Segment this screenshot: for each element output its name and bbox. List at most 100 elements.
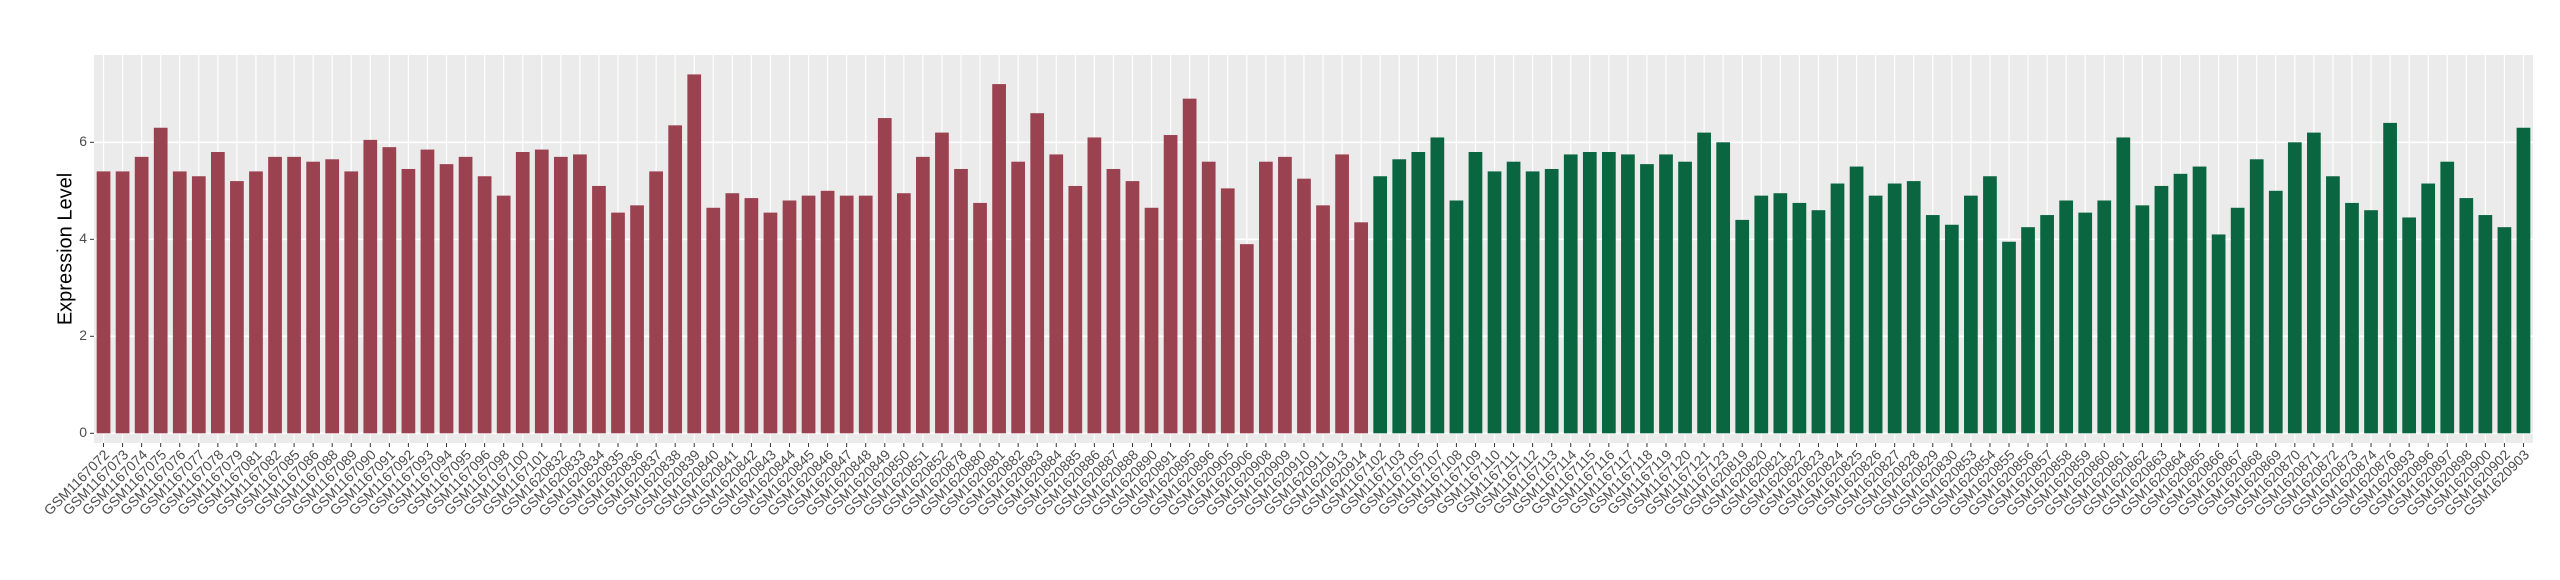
bar bbox=[1392, 159, 1407, 434]
y-axis-title: Expression Level bbox=[54, 173, 76, 325]
bar bbox=[935, 132, 949, 434]
bar bbox=[896, 193, 911, 434]
bar bbox=[325, 159, 340, 434]
bar bbox=[1983, 176, 1997, 434]
bar bbox=[725, 193, 740, 434]
bar bbox=[2249, 159, 2264, 434]
bar bbox=[1354, 222, 1368, 434]
bar bbox=[2230, 207, 2245, 434]
bar bbox=[1087, 137, 1102, 434]
bar bbox=[2421, 183, 2436, 434]
bar bbox=[1563, 154, 1578, 434]
bar bbox=[2192, 166, 2207, 434]
bar bbox=[2135, 205, 2150, 434]
bar bbox=[2078, 212, 2093, 434]
bar bbox=[858, 195, 873, 434]
bar bbox=[2173, 173, 2188, 434]
bar bbox=[687, 74, 702, 434]
bar bbox=[839, 195, 854, 434]
bar bbox=[1506, 161, 1521, 434]
bar bbox=[287, 156, 301, 434]
bar bbox=[1468, 152, 1483, 434]
bar bbox=[210, 152, 225, 434]
bar bbox=[1125, 181, 1140, 434]
bar bbox=[477, 176, 492, 434]
bar bbox=[916, 156, 930, 434]
bar bbox=[306, 161, 320, 434]
bar bbox=[1925, 215, 1940, 434]
bar bbox=[1335, 154, 1349, 434]
bar bbox=[363, 139, 378, 434]
bar bbox=[1182, 98, 1197, 434]
bar bbox=[763, 212, 778, 434]
bar bbox=[2326, 176, 2340, 434]
bar bbox=[630, 205, 644, 434]
bar bbox=[458, 156, 473, 434]
bar bbox=[877, 118, 892, 434]
bar bbox=[954, 168, 968, 434]
bar bbox=[553, 156, 568, 434]
bar bbox=[2459, 198, 2474, 434]
bar bbox=[496, 195, 511, 434]
bar bbox=[1659, 154, 1673, 434]
bar bbox=[820, 190, 835, 434]
bar bbox=[744, 198, 759, 434]
bar bbox=[1220, 188, 1235, 434]
bar bbox=[268, 156, 282, 434]
bar bbox=[1430, 137, 1445, 434]
bar bbox=[1373, 176, 1388, 434]
bar bbox=[2097, 200, 2112, 434]
bar bbox=[573, 154, 587, 434]
bar bbox=[1487, 171, 1502, 434]
bar bbox=[191, 176, 206, 434]
bar bbox=[1582, 152, 1597, 434]
bar bbox=[1830, 183, 1845, 434]
bar bbox=[439, 164, 454, 434]
bar bbox=[2497, 227, 2512, 434]
bar bbox=[1906, 181, 1921, 434]
bar bbox=[1964, 195, 1978, 434]
bar bbox=[420, 149, 435, 434]
bar bbox=[401, 168, 416, 434]
bar bbox=[1525, 171, 1540, 434]
bar bbox=[973, 202, 987, 434]
bar bbox=[1792, 202, 1807, 434]
bar bbox=[153, 127, 168, 434]
bar bbox=[2059, 200, 2074, 434]
y-tick-label: 4 bbox=[79, 230, 87, 246]
bar bbox=[2040, 215, 2054, 434]
bar bbox=[782, 200, 797, 434]
bar bbox=[1163, 135, 1178, 434]
bar bbox=[1716, 142, 1731, 434]
bar bbox=[172, 171, 187, 434]
bar bbox=[2364, 210, 2378, 434]
bar bbox=[382, 147, 397, 434]
bar bbox=[2268, 190, 2283, 434]
bar bbox=[1259, 161, 1273, 434]
bar bbox=[1678, 161, 1692, 434]
bar bbox=[592, 185, 606, 434]
bar bbox=[344, 171, 359, 434]
bar bbox=[134, 156, 149, 434]
bar bbox=[96, 171, 111, 434]
bar bbox=[230, 181, 244, 434]
bar bbox=[1640, 164, 1654, 434]
bar bbox=[2307, 132, 2321, 434]
bar bbox=[1297, 178, 1311, 434]
bar bbox=[1011, 161, 1026, 434]
bar bbox=[1239, 244, 1254, 434]
bar bbox=[706, 207, 721, 434]
bar bbox=[1868, 195, 1883, 434]
bar bbox=[1697, 132, 1711, 434]
bar bbox=[1735, 219, 1750, 434]
y-tick-label: 0 bbox=[79, 424, 87, 440]
bar bbox=[2002, 241, 2016, 434]
bar bbox=[1030, 113, 1045, 434]
bar bbox=[1544, 168, 1559, 434]
bar bbox=[801, 195, 816, 434]
bar bbox=[1316, 205, 1330, 434]
bar bbox=[2440, 161, 2455, 434]
bar bbox=[2345, 202, 2359, 434]
bar bbox=[1068, 185, 1083, 434]
